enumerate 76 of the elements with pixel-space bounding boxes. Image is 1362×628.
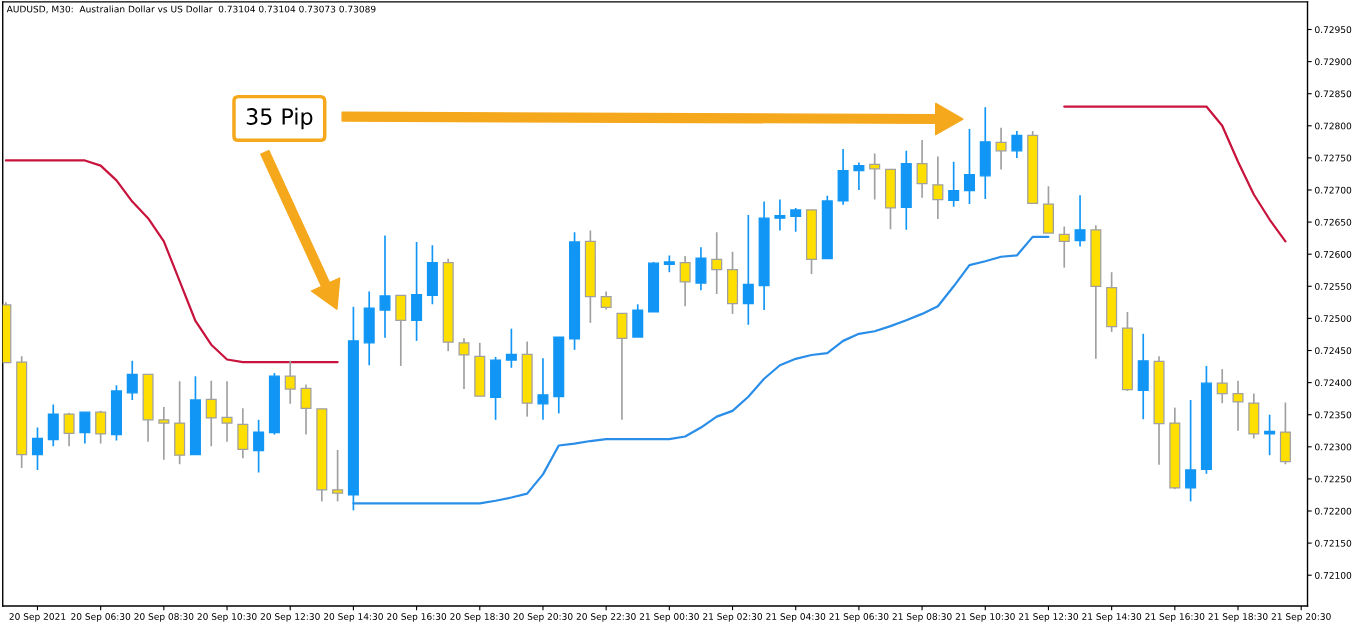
- x-tick-label: 20 Sep 18:30: [450, 613, 510, 622]
- y-tick-label: 0.72250: [1315, 475, 1352, 483]
- y-tick-label: 0.72700: [1315, 186, 1352, 194]
- candlestick: [79, 411, 91, 445]
- x-tick-label: 20 Sep 2021: [9, 613, 66, 622]
- candlestick: [679, 255, 691, 308]
- candlestick: [63, 411, 75, 447]
- y-tick-label: 0.72500: [1315, 315, 1352, 322]
- line-series: [352, 235, 1050, 505]
- x-tick-label: 21 Sep 16:30: [1145, 613, 1205, 622]
- x-tick-label: 20 Sep 10:30: [197, 613, 257, 622]
- candlestick: [31, 426, 43, 471]
- y-tick-label: 0.72150: [1315, 539, 1352, 547]
- x-tick-label: 20 Sep 08:30: [134, 613, 194, 622]
- y-tick-label: 0.72550: [1315, 283, 1352, 290]
- candlestick: [458, 337, 470, 390]
- candlestick: [505, 327, 517, 369]
- x-tick-label: 21 Sep 18:30: [1208, 613, 1268, 622]
- candlestick: [742, 214, 754, 326]
- y-tick-label: 0.72950: [1315, 26, 1352, 34]
- candlestick: [963, 128, 975, 205]
- y-tick-label: 0.72200: [1315, 507, 1352, 515]
- x-tick-label: 20 Sep 06:30: [71, 613, 131, 622]
- candlestick: [253, 419, 265, 474]
- candlestick: [774, 198, 786, 232]
- y-tick-label: 0.72400: [1315, 379, 1352, 387]
- candlestick: [1185, 399, 1197, 503]
- candlestick: [205, 379, 217, 447]
- y-tick-label: 0.72100: [1315, 571, 1352, 579]
- x-tick-label: 20 Sep 12:30: [260, 613, 320, 622]
- candlestick: [158, 406, 170, 461]
- x-tick-label: 20 Sep 16:30: [387, 613, 447, 622]
- x-tick-label: 21 Sep 10:30: [955, 613, 1015, 622]
- x-tick-label: 21 Sep 04:30: [766, 613, 826, 622]
- y-tick-label: 0.72350: [1315, 411, 1352, 419]
- x-tick-label: 20 Sep 20:30: [513, 613, 573, 622]
- y-tick-label: 0.72900: [1315, 58, 1352, 66]
- x-tick-label: 21 Sep 08:30: [892, 613, 952, 622]
- candlestick: [537, 357, 549, 421]
- candlestick: [790, 207, 802, 233]
- candlestick: [916, 139, 928, 199]
- candlestick: [332, 449, 344, 503]
- y-tick-label: 0.72750: [1315, 154, 1352, 162]
- candlestick: [1074, 194, 1086, 248]
- x-tick-label: 20 Sep 14:30: [323, 613, 383, 622]
- x-tick-label: 21 Sep 14:30: [1082, 613, 1142, 622]
- x-tick-label: 21 Sep 06:30: [829, 613, 889, 622]
- x-tick-label: 21 Sep 02:30: [703, 613, 763, 622]
- candlestick: [1232, 379, 1244, 432]
- candlestick: [1058, 225, 1070, 269]
- candlestick: [1216, 368, 1228, 404]
- chart-title: AUDUSD, M30: Australian Dollar vs US Dollar 0.73104 0.73104 0.73073 0.73089: [6, 5, 376, 14]
- candlestick: [948, 160, 960, 208]
- candlestick: [995, 126, 1007, 171]
- candlestick: [95, 410, 107, 445]
- candlestick: [284, 359, 296, 405]
- candlestick: [300, 383, 312, 436]
- y-tick-label: 0.72450: [1315, 347, 1352, 355]
- candlestick: [221, 380, 233, 443]
- y-tick-label: 0.72600: [1315, 250, 1352, 258]
- annotation: 35 Pip: [246, 107, 313, 130]
- x-tick-label: 20 Sep 22:30: [576, 613, 636, 622]
- candlestick: [379, 234, 391, 339]
- candlestick: [1011, 130, 1023, 159]
- y-tick-label: 0.72650: [1315, 218, 1352, 226]
- candlestick: [1264, 413, 1276, 456]
- candlestick: [711, 231, 723, 295]
- x-tick-label: 21 Sep 20:30: [1271, 613, 1331, 622]
- x-tick-label: 21 Sep 00:30: [639, 613, 699, 622]
- x-tick-label: 21 Sep 12:30: [1018, 613, 1078, 622]
- y-tick-label: 0.72850: [1315, 90, 1352, 98]
- candlestick: [932, 155, 944, 220]
- y-tick-label: 0.72300: [1315, 443, 1352, 451]
- candlestick: [126, 359, 138, 401]
- candlestick: [853, 161, 865, 191]
- y-tick-label: 0.72800: [1315, 122, 1352, 130]
